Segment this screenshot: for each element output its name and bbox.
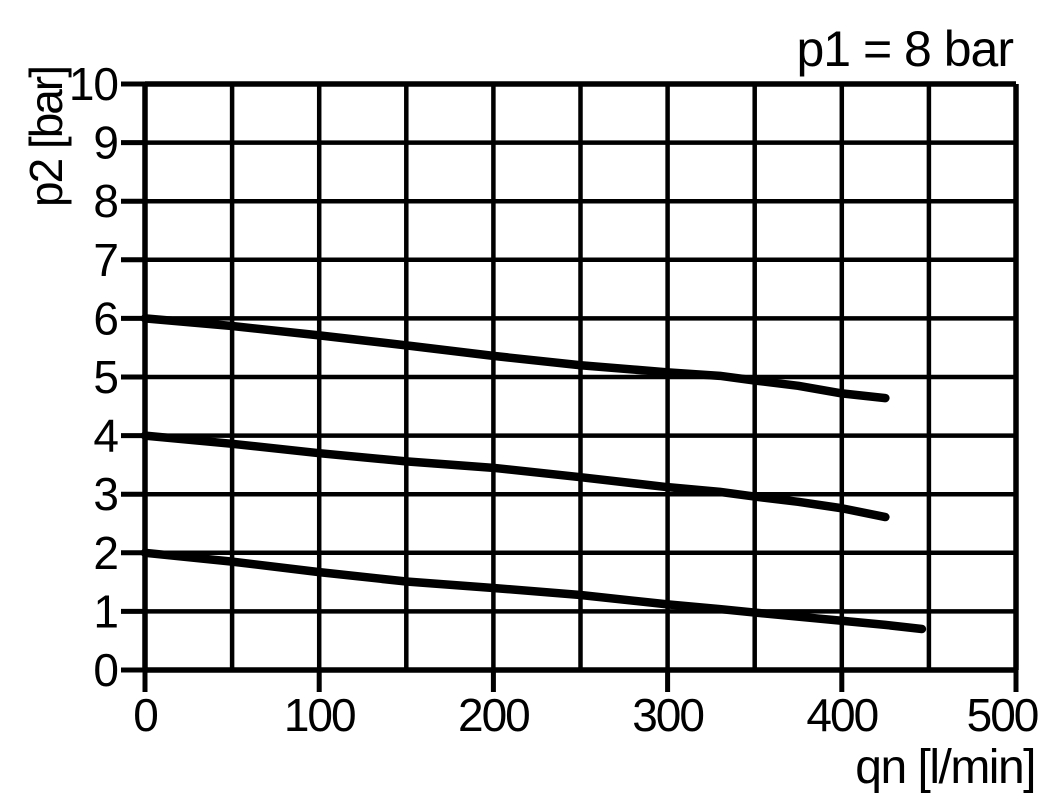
x-tick-label: 400 (806, 689, 877, 741)
curve-set-pressure-2-bar (140, 548, 927, 634)
chart-title: p1 = 8 bar (796, 21, 1014, 77)
y-tick-label: 8 (93, 175, 118, 227)
x-tick-label: 500 (967, 689, 1038, 741)
x-tick-label: 200 (458, 689, 529, 741)
y-tick-label: 9 (93, 117, 118, 169)
y-tick-label: 10 (69, 58, 118, 110)
y-tick-label: 4 (93, 410, 118, 462)
y-tick-label: 6 (93, 292, 118, 344)
y-axis-label: p2 [bar] (20, 67, 72, 207)
x-tick-label: 100 (284, 689, 355, 741)
y-tick-label: 0 (93, 644, 118, 696)
x-tick-label: 0 (133, 689, 157, 741)
x-axis-label: qn [l/min] (855, 741, 1036, 794)
y-tick-label: 5 (93, 351, 118, 403)
y-tick-label: 7 (93, 234, 118, 286)
x-tick-label: 300 (632, 689, 703, 741)
y-tick-label: 2 (93, 527, 118, 579)
y-tick-label: 1 (93, 585, 118, 637)
curve-set-pressure-4-bar (140, 431, 890, 522)
curve-set-pressure-6-bar (140, 314, 890, 403)
y-tick-label: 3 (93, 468, 118, 520)
